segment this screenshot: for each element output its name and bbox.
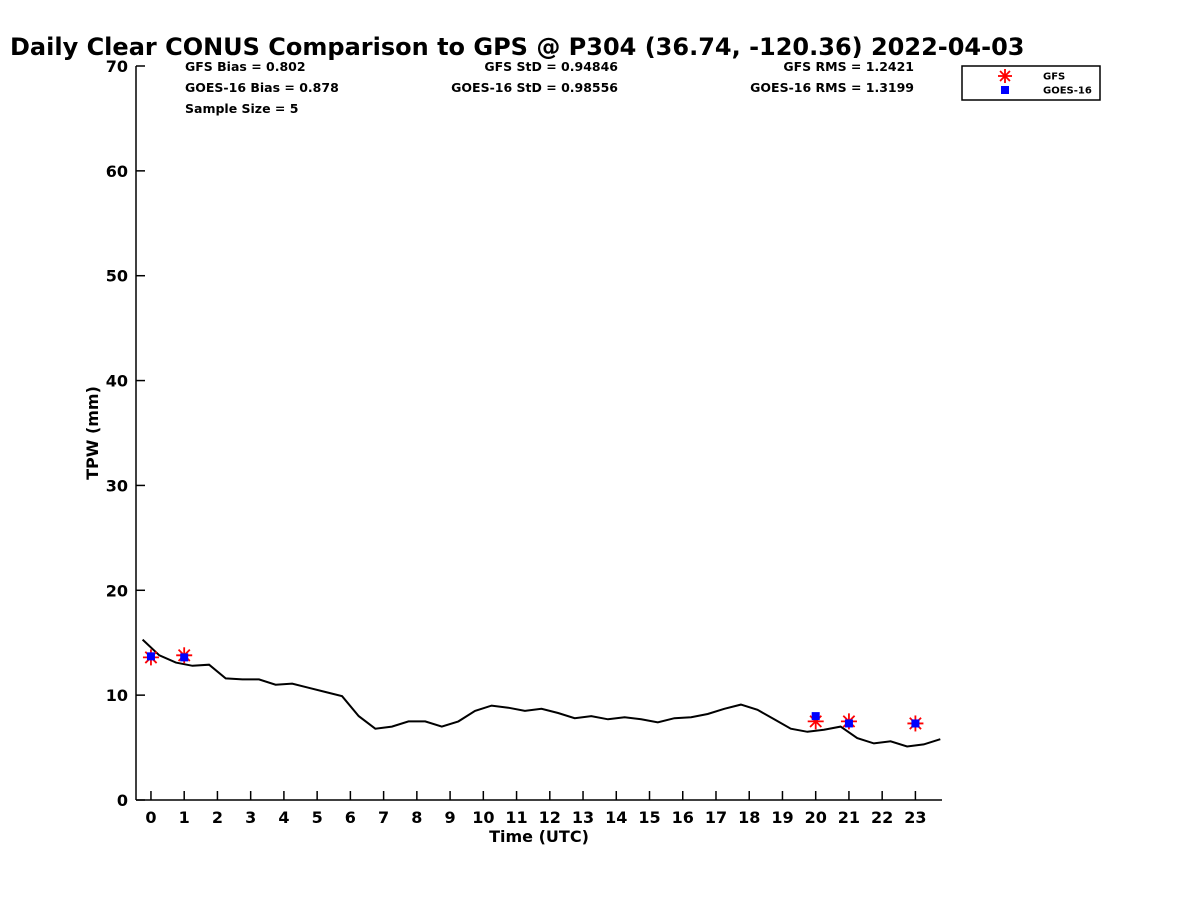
x-tick-label: 10 — [472, 808, 494, 827]
y-axis-label: TPW (mm) — [83, 386, 102, 480]
axes — [135, 66, 942, 801]
legend-goes-16-label: GOES-16 — [1043, 86, 1092, 97]
y-tick-label: 20 — [106, 581, 128, 600]
x-tick-label: 20 — [805, 808, 827, 827]
x-tick-label: 2 — [212, 808, 223, 827]
goes-std-text: GOES-16 StD = 0.98556 — [451, 80, 618, 95]
y-tick-label: 0 — [117, 791, 128, 810]
x-tick-label: 16 — [672, 808, 694, 827]
statistics-block: GFS Bias = 0.802 GOES-16 Bias = 0.878 Sa… — [185, 59, 914, 116]
y-tick-label: 50 — [106, 267, 128, 286]
x-axis-label: Time (UTC) — [489, 827, 589, 846]
x-tick-label: 1 — [179, 808, 190, 827]
goes-16-point — [180, 653, 189, 662]
x-tick-label: 18 — [738, 808, 760, 827]
x-tick-label: 7 — [378, 808, 389, 827]
y-tick-label: 40 — [106, 372, 128, 391]
x-tick-label: 14 — [605, 808, 627, 827]
gfs-rms-text: GFS RMS = 1.2421 — [783, 59, 914, 74]
goes-rms-text: GOES-16 RMS = 1.3199 — [750, 80, 914, 95]
x-tick-label: 15 — [638, 808, 660, 827]
x-tick-label: 6 — [345, 808, 356, 827]
legend-gfs-marker — [998, 69, 1012, 83]
x-tick-label: 8 — [411, 808, 422, 827]
goes-bias-text: GOES-16 Bias = 0.878 — [185, 80, 339, 95]
legend-gfs-label: GFS — [1043, 72, 1065, 83]
x-tick-label: 5 — [312, 808, 323, 827]
x-tick-label: 3 — [245, 808, 256, 827]
goes-16-point — [911, 719, 920, 728]
x-tick-label: 19 — [771, 808, 793, 827]
gps-line — [141, 638, 941, 748]
y-tick-label: 30 — [106, 476, 128, 495]
goes-16-point — [844, 719, 853, 728]
y-tick-label: 70 — [106, 57, 128, 76]
x-tick-label: 13 — [572, 808, 594, 827]
goes-16-point — [811, 712, 820, 721]
x-ticks: 0 1 2 3 4 5 6 7 8 9 10 11 12 13 14 15 16 17 18 19 20 21 22 23 — [145, 791, 927, 827]
x-tick-label: 0 — [145, 808, 156, 827]
x-tick-label: 17 — [705, 808, 727, 827]
y-tick-label: 10 — [106, 686, 128, 705]
gfs-std-text: GFS StD = 0.94846 — [484, 59, 618, 74]
x-tick-label: 12 — [539, 808, 561, 827]
goes-16-point — [146, 652, 155, 661]
y-ticks: 0 10 20 30 40 50 60 70 — [106, 57, 145, 810]
x-tick-label: 11 — [505, 808, 527, 827]
legend-box — [961, 65, 1101, 101]
legend: GFS GOES-16 — [961, 65, 1101, 101]
x-tick-label: 9 — [445, 808, 456, 827]
legend-goes-16-marker — [1001, 86, 1009, 94]
gfs-bias-text: GFS Bias = 0.802 — [185, 59, 306, 74]
x-tick-label: 23 — [904, 808, 926, 827]
x-tick-label: 21 — [838, 808, 860, 827]
plot-area — [141, 638, 941, 748]
y-tick-label: 60 — [106, 162, 128, 181]
sample-size-text: Sample Size = 5 — [185, 101, 298, 116]
chart-title: Daily Clear CONUS Comparison to GPS @ P3… — [10, 33, 1024, 61]
x-tick-label: 4 — [278, 808, 289, 827]
x-tick-label: 22 — [871, 808, 893, 827]
legend-gfs-marker-stroke — [999, 70, 1011, 82]
